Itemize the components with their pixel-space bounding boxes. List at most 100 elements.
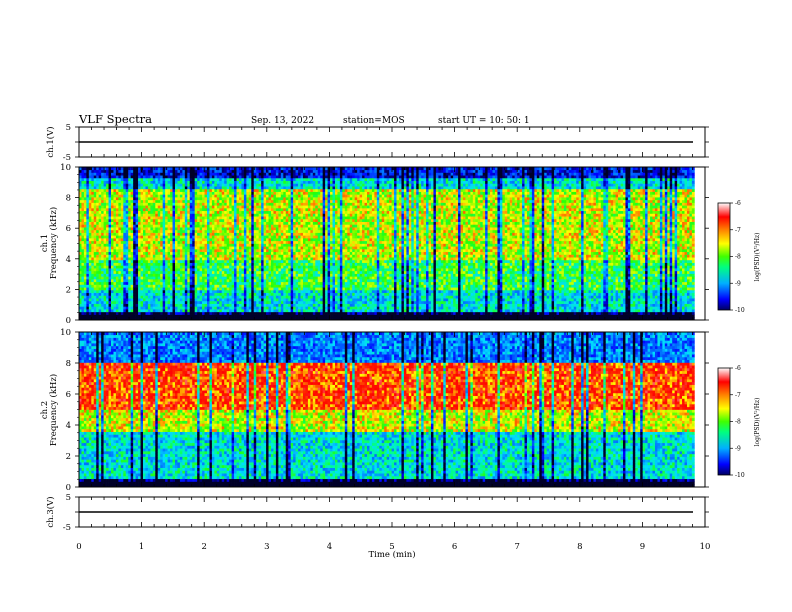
spectrogram-cell: [214, 189, 217, 192]
spectrogram-cell: [173, 246, 176, 249]
spectrogram-cell: [278, 276, 281, 279]
spectrogram-cell: [187, 189, 190, 192]
spectrogram-cell: [128, 175, 131, 178]
spectrogram-cell: [153, 230, 156, 233]
spectrogram-cell: [222, 279, 225, 282]
spectrogram-cell: [145, 205, 148, 208]
spectrogram-cell: [281, 175, 284, 178]
spectrogram-cell: [143, 304, 146, 307]
spectrogram-cell: [180, 260, 183, 263]
spectrogram-cell: [246, 252, 249, 255]
spectrogram-cell: [212, 216, 215, 219]
spectrogram-cell: [138, 203, 141, 206]
spectrogram-cell: [123, 271, 126, 274]
spectrogram-cell: [168, 301, 171, 304]
spectrogram-cell: [249, 295, 252, 298]
spectrogram-cell: [180, 194, 183, 197]
spectrogram-cell: [264, 189, 267, 192]
spectrogram-cell: [244, 309, 247, 312]
spectrogram-cell: [109, 175, 112, 178]
spectrogram-cell: [86, 175, 89, 178]
spectrogram-cell: [180, 290, 183, 293]
spectrogram-cell: [224, 254, 227, 257]
spectrogram-cell: [195, 249, 198, 252]
spectrogram-cell: [155, 181, 158, 184]
spectrogram-cell: [86, 249, 89, 252]
spectrogram-cell: [180, 254, 183, 257]
spectrogram-cell: [237, 197, 240, 200]
spectrogram-cell: [207, 244, 210, 247]
spectrogram-cell: [173, 172, 176, 175]
spectrogram-cell: [116, 260, 119, 263]
spectrogram-cell: [273, 197, 276, 200]
spectrogram-cell: [99, 192, 102, 195]
spectrogram-cell: [254, 295, 257, 298]
spectrogram-cell: [259, 268, 262, 271]
spectrogram-cell: [111, 194, 114, 197]
spectrogram-cell: [241, 271, 244, 274]
spectrogram-cell: [195, 271, 198, 274]
spectrogram-cell: [214, 276, 217, 279]
spectrogram-cell: [266, 211, 269, 214]
spectrogram-cell: [101, 268, 104, 271]
spectrogram-cell: [180, 235, 183, 238]
spectrogram-cell: [254, 287, 257, 290]
spectrogram-cell: [195, 244, 198, 247]
spectrogram-cell: [180, 268, 183, 271]
spectrogram-cell: [101, 241, 104, 244]
spectrogram-cell: [160, 192, 163, 195]
spectrogram-cell: [241, 309, 244, 312]
spectrogram-cell: [141, 205, 144, 208]
spectrogram-cell: [113, 170, 116, 173]
spectrogram-cell: [249, 227, 252, 230]
spectrogram-cell: [177, 254, 180, 257]
spectrogram-cell: [150, 222, 153, 225]
spectrogram-cell: [150, 290, 153, 293]
spectrogram-cell: [254, 227, 257, 230]
spectrogram-cell: [113, 203, 116, 206]
spectrogram-cell: [182, 276, 185, 279]
spectrogram-cell: [141, 189, 144, 192]
spectrogram-cell: [182, 279, 185, 282]
spectrogram-cell: [111, 315, 114, 318]
spectrogram-cell: [126, 197, 129, 200]
spectrogram-cell: [254, 238, 257, 241]
spectrogram-cell: [273, 219, 276, 222]
spectrogram-cell: [175, 197, 178, 200]
spectrogram-cell: [246, 301, 249, 304]
spectrogram-cell: [202, 268, 205, 271]
spectrogram-cell: [89, 175, 92, 178]
spectrogram-cell: [234, 257, 237, 260]
spectrogram-cell: [94, 298, 97, 301]
spectrogram-cell: [133, 222, 136, 225]
spectrogram-cell: [131, 276, 134, 279]
spectrogram-cell: [138, 304, 141, 307]
spectrogram-cell: [209, 227, 212, 230]
spectrogram-cell: [104, 175, 107, 178]
spectrogram-cell: [86, 186, 89, 189]
spectrogram-cell: [91, 306, 94, 309]
spectrogram-cell: [109, 279, 112, 282]
spectrogram-cell: [106, 306, 109, 309]
spectrogram-cell: [244, 246, 247, 249]
spectrogram-cell: [173, 287, 176, 290]
spectrogram-cell: [153, 284, 156, 287]
spectrogram-cell: [224, 295, 227, 298]
spectrogram-cell: [106, 208, 109, 211]
spectrogram-cell: [104, 172, 107, 175]
spectrogram-cell: [212, 235, 215, 238]
spectrogram-cell: [195, 172, 198, 175]
spectrogram-cell: [170, 287, 173, 290]
spectrogram-cell: [81, 224, 84, 227]
spectrogram-cell: [173, 249, 176, 252]
spectrogram-cell: [131, 309, 134, 312]
spectrogram-cell: [239, 287, 242, 290]
spectrogram-cell: [266, 224, 269, 227]
spectrogram-cell: [264, 315, 267, 318]
spectrogram-cell: [84, 304, 87, 307]
spectrogram-cell: [145, 238, 148, 241]
spectrogram-cell: [123, 192, 126, 195]
spectrogram-cell: [141, 233, 144, 236]
spectrogram-cell: [205, 301, 208, 304]
spectrogram-cell: [91, 183, 94, 186]
